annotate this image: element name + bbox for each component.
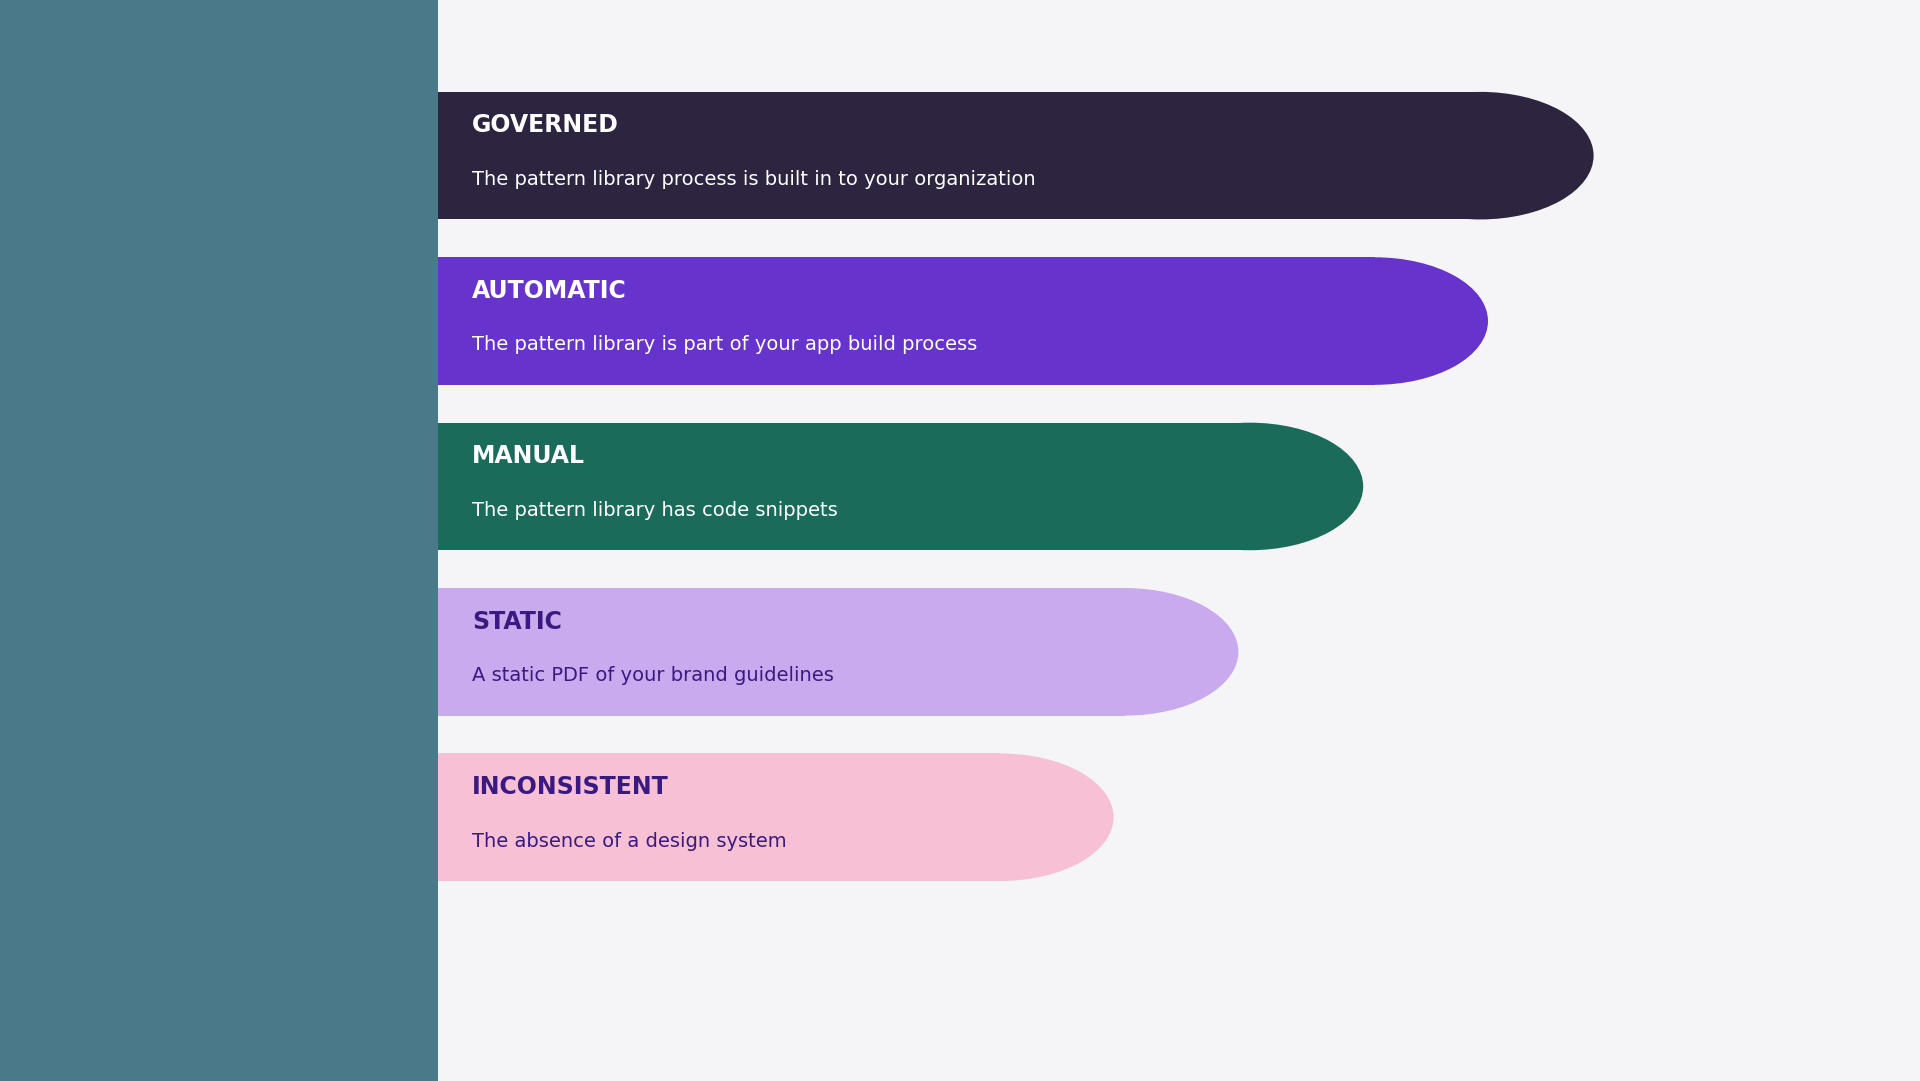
Text: STATIC: STATIC [472, 610, 563, 633]
Text: A static PDF of your brand guidelines: A static PDF of your brand guidelines [472, 666, 833, 685]
Ellipse shape [1261, 257, 1488, 385]
Ellipse shape [1137, 423, 1363, 550]
Bar [438, 753, 1000, 881]
Text: AUTOMATIC: AUTOMATIC [472, 279, 628, 303]
Bar [438, 423, 1250, 550]
Bar [438, 0, 1920, 1081]
Ellipse shape [1012, 588, 1238, 716]
Text: MANUAL: MANUAL [472, 444, 586, 468]
Text: The absence of a design system: The absence of a design system [472, 831, 787, 851]
Text: The pattern library is part of your app build process: The pattern library is part of your app … [472, 335, 977, 355]
Ellipse shape [887, 753, 1114, 881]
Text: GOVERNED: GOVERNED [472, 114, 618, 137]
Ellipse shape [1367, 92, 1594, 219]
Bar [438, 92, 1480, 219]
Bar [438, 257, 1375, 385]
Text: INCONSISTENT: INCONSISTENT [472, 775, 668, 799]
Text: The pattern library has code snippets: The pattern library has code snippets [472, 501, 837, 520]
Bar [438, 588, 1125, 716]
Text: The pattern library process is built in to your organization: The pattern library process is built in … [472, 170, 1037, 189]
